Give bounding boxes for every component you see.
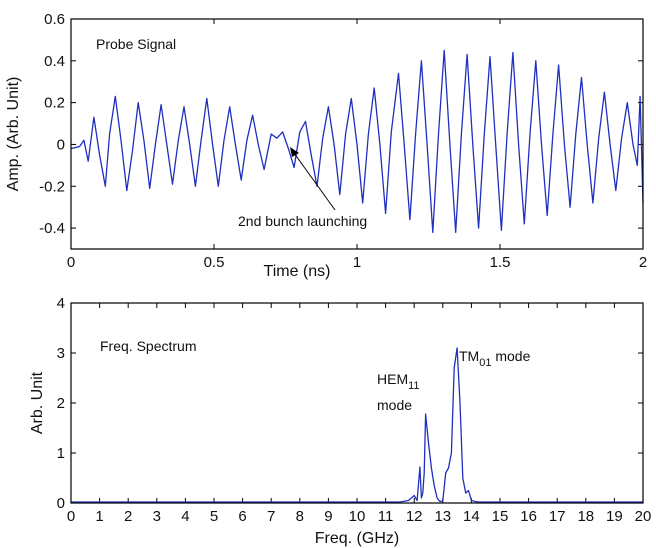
freq-spectrum-line: [71, 347, 643, 503]
bottom-x-tick-label: 1: [95, 508, 103, 525]
bottom-x-tick-label: 15: [492, 508, 509, 525]
top-y-tick-label: 0.6: [44, 11, 65, 28]
bottom-x-tick-label: 7: [267, 508, 275, 525]
top-x-tick-label: 0.5: [204, 254, 225, 271]
freq-spectrum-label: Freq. Spectrum: [100, 338, 196, 354]
bunch-annotation-arrow: [293, 152, 336, 211]
hem11-mode-label: HEM11: [377, 371, 420, 392]
bottom-x-tick-label: 5: [210, 508, 218, 525]
bottom-x-tick-label: 3: [153, 508, 161, 525]
top-y-tick-label: 0.4: [44, 53, 65, 70]
bottom-x-tick-label: 13: [434, 508, 451, 525]
top-y-tick-label: 0.2: [44, 95, 65, 112]
hem11-mode-label-line2: mode: [377, 397, 412, 413]
top-y-tick-label: -0.4: [39, 220, 65, 237]
bottom-x-tick-label: 18: [577, 508, 594, 525]
bottom-x-tick-label: 4: [181, 508, 189, 525]
bunch-annotation: 2nd bunch launching: [238, 147, 367, 229]
bottom-y-tick-label: 3: [57, 345, 65, 362]
probe-signal-label: Probe Signal: [96, 36, 176, 52]
bottom-x-tick-label: 17: [549, 508, 566, 525]
bottom-x-tick-label: 6: [238, 508, 246, 525]
bottom-x-tick-label: 0: [67, 508, 75, 525]
bottom-x-tick-label: 12: [406, 508, 423, 525]
top-y-tick-label: -0.2: [39, 178, 65, 195]
bottom-x-axis-label: Freq. (GHz): [315, 530, 399, 547]
top-y-tick-label: 0: [57, 136, 65, 153]
bottom-x-tick-label: 10: [349, 508, 366, 525]
top-axis-ticks: 0 0.5 1 1.5 2 -0.4 -0.2 0 0.2 0.4 0.6: [39, 11, 647, 271]
bottom-x-tick-label: 11: [378, 508, 394, 525]
top-x-tick-label: 1: [353, 254, 361, 271]
bottom-x-tick-label: 16: [520, 508, 537, 525]
bottom-x-tick-label: 20: [635, 508, 652, 525]
bottom-x-tick-label: 14: [463, 508, 480, 525]
bottom-x-tick-label: 2: [124, 508, 132, 525]
bottom-plot-frame: [70, 302, 644, 504]
top-x-tick-label: 2: [639, 254, 647, 271]
bunch-annotation-text: 2nd bunch launching: [238, 213, 367, 229]
bottom-y-tick-label: 0: [57, 495, 65, 512]
bottom-y-tick-label: 2: [57, 395, 65, 412]
top-plot-frame: [70, 18, 644, 250]
top-x-tick-label: 1.5: [490, 254, 511, 271]
bottom-y-tick-label: 4: [57, 295, 65, 312]
top-x-tick-label: 0: [67, 254, 75, 271]
bottom-x-tick-label: 9: [324, 508, 332, 525]
top-x-axis-label: Time (ns): [264, 263, 331, 280]
top-y-axis-label: Amp. (Arb. Unit): [5, 77, 22, 192]
bottom-x-tick-label: 19: [606, 508, 623, 525]
tm01-mode-label: TM01 mode: [459, 348, 531, 369]
probe-signal-panel: 0 0.5 1 1.5 2 -0.4 -0.2 0 0.2 0.4 0.6 Probe Signal…: [5, 11, 647, 280]
bunch-annotation-arrowhead: [290, 147, 299, 157]
bottom-y-tick-label: 1: [57, 445, 65, 462]
bottom-y-axis-label: Arb. Unit: [29, 371, 46, 434]
probe-signal-line: [70, 49, 644, 233]
bottom-x-tick-label: 8: [296, 508, 304, 525]
